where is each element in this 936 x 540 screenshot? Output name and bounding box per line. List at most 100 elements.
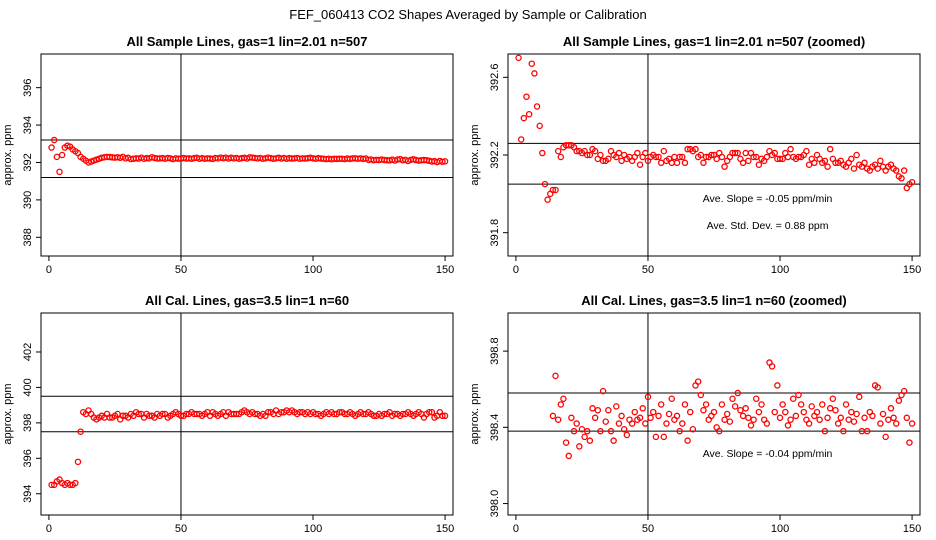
- panel4-point: [581, 433, 588, 441]
- figure-title: FEF_060413 CO2 Shapes Averaged by Sample…: [289, 7, 646, 22]
- panel1-xtick-label: 50: [175, 264, 187, 276]
- panel2-annotation: Ave. Slope = -0.05 ppm/min: [703, 193, 833, 205]
- panel4-point: [570, 427, 578, 435]
- panel4-point: [813, 408, 821, 416]
- panel4-point: [850, 418, 858, 425]
- panel4-point: [560, 395, 567, 403]
- panel4-point: [892, 420, 900, 427]
- panel4-point: [549, 412, 557, 420]
- panel2-point: [671, 153, 678, 161]
- panel2-point: [731, 149, 739, 157]
- panel1-point: [58, 151, 66, 159]
- panel-sample-lines-zoomed: All Sample Lines, gas=1 lin=2.01 n=507 (…: [469, 34, 921, 276]
- panel4-point: [729, 395, 736, 403]
- panel2-point: [697, 151, 705, 159]
- panel2-point: [721, 163, 728, 170]
- panel3-xtick-label: 100: [304, 523, 322, 535]
- panel4-point: [821, 427, 829, 435]
- panel4-point: [716, 427, 723, 435]
- panel2-point: [573, 147, 580, 155]
- panel2-point: [554, 147, 562, 155]
- panel2-point: [811, 159, 818, 167]
- panel2-point: [642, 149, 649, 157]
- panel4-point: [554, 416, 562, 423]
- panel4-point: [636, 414, 644, 422]
- panel4-point: [834, 420, 842, 427]
- panel2-point: [599, 157, 607, 165]
- panel2-point: [676, 153, 683, 161]
- panel2-xtick-label: 0: [513, 264, 519, 276]
- panel2-point: [525, 110, 533, 118]
- panel2-point: [541, 180, 549, 188]
- panel2-point: [517, 136, 525, 143]
- panel2-point: [826, 145, 834, 153]
- panel4-point: [879, 410, 887, 418]
- panel3-point: [77, 428, 84, 435]
- panel2-point: [745, 157, 752, 165]
- panel2-point: [739, 159, 747, 167]
- panel2-point: [734, 149, 742, 157]
- panel3-ytick-label: 400: [22, 378, 34, 396]
- panel4-point: [589, 405, 596, 412]
- panel4-point: [734, 389, 742, 397]
- panel4-point: [819, 401, 826, 408]
- panel2-point: [668, 159, 675, 167]
- panel2-ytick-label: 392.2: [489, 141, 501, 169]
- panel3-xtick-label: 150: [436, 523, 454, 535]
- panel4-point: [782, 408, 789, 416]
- panel4-point: [795, 391, 802, 399]
- panel4-point: [615, 420, 623, 427]
- panel4-point: [750, 416, 757, 423]
- panel4-xtick-label: 150: [903, 523, 921, 535]
- panel4-point: [618, 412, 625, 420]
- panel2-point: [892, 167, 900, 174]
- panel2-point: [636, 161, 644, 168]
- panel4-point: [726, 418, 734, 425]
- panel2-point: [779, 155, 786, 163]
- panel2-point: [615, 149, 623, 157]
- panel3-point: [135, 410, 142, 418]
- panel4-point: [620, 425, 628, 433]
- panel2-point: [591, 147, 599, 155]
- panel4-point: [885, 416, 892, 423]
- panel4-point: [650, 408, 657, 416]
- panel2-point: [821, 157, 829, 165]
- panel3-ytick-label: 402: [22, 343, 34, 361]
- panel2-xtick-label: 100: [771, 264, 789, 276]
- panel4-point: [877, 420, 884, 427]
- panel4-point: [660, 433, 668, 441]
- panel2-point: [515, 54, 522, 62]
- panel4-point: [663, 420, 670, 427]
- panel4-point: [832, 406, 839, 414]
- panel2-point: [597, 151, 604, 159]
- panel4-point: [758, 401, 765, 408]
- panel4-point: [768, 363, 776, 370]
- panel2-point: [708, 151, 715, 159]
- panel2-point: [549, 186, 557, 194]
- panel4-point: [861, 414, 868, 422]
- panel2-point: [618, 157, 625, 165]
- panel4-xtick-label: 0: [513, 523, 519, 535]
- panel4-point: [605, 406, 612, 414]
- panel2-point: [557, 153, 565, 161]
- panel3-point: [159, 410, 166, 418]
- panel2-point: [679, 153, 686, 161]
- panel4-point: [900, 387, 908, 395]
- panel3-point: [439, 412, 446, 420]
- panel4-point: [753, 395, 760, 403]
- panel4-ytick-label: 398.8: [489, 337, 501, 365]
- panel3-xtick-label: 0: [46, 523, 52, 535]
- panel4-point: [856, 393, 863, 401]
- panel4-point: [552, 372, 559, 380]
- panel2-point: [861, 159, 868, 167]
- panel4-point: [800, 408, 808, 416]
- panel2-xtick-label: 50: [642, 264, 654, 276]
- panel3-point: [425, 408, 433, 416]
- panel4-point: [763, 420, 771, 427]
- panel4-point: [631, 408, 639, 416]
- panel4-point: [906, 439, 913, 446]
- panel4-point: [697, 391, 705, 399]
- panel4-ytick-label: 398.0: [489, 490, 501, 518]
- panel2-point: [634, 149, 641, 157]
